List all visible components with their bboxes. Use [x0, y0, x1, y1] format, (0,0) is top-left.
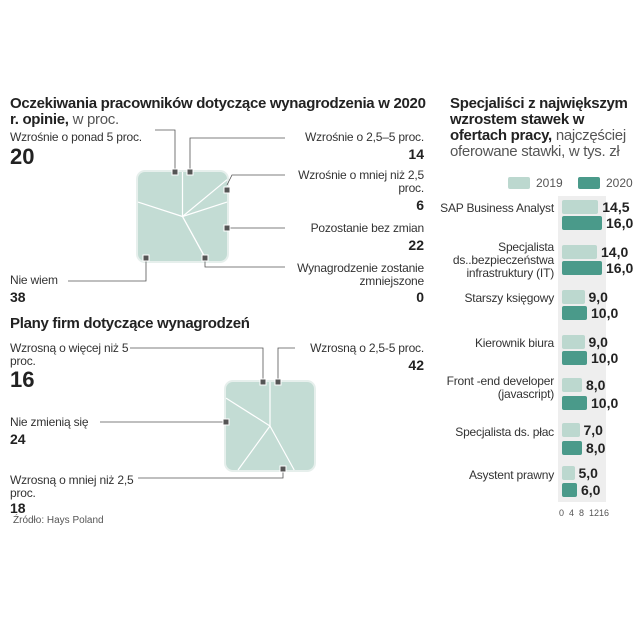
bar-value-label: 6,0 — [581, 482, 601, 498]
legend-swatch-2020 — [578, 177, 600, 189]
pie-divider-line — [182, 201, 228, 218]
pie-divider-line — [237, 425, 271, 471]
bar-value-label: 9,0 — [588, 334, 608, 350]
leader-marker — [171, 168, 179, 176]
value-fmniej2-5: 18 — [10, 500, 26, 516]
bar-2019 — [562, 378, 582, 392]
pie-divider-line — [225, 397, 271, 427]
source-note: Źródło: Hays Poland — [13, 515, 104, 526]
leader-marker — [222, 418, 230, 426]
value-nie-zmienia: 24 — [10, 431, 26, 447]
bar-value-label: 8,0 — [586, 377, 606, 393]
category-label: Front -end developer (javascript) — [446, 373, 555, 401]
legend-label-2019: 2019 — [536, 176, 563, 190]
label-wiecej5: Wzrosną o więcej niż 5 proc. — [10, 341, 129, 368]
chart2-title: Plany firm dotyczące wynagrodzeń — [10, 315, 250, 332]
leader-line — [277, 347, 295, 381]
bar-value-label: 10,0 — [591, 305, 619, 321]
label-nie-wiem: Nie wiem — [10, 273, 58, 287]
bar-value-label: 16,0 — [606, 260, 634, 276]
bar-value-label: 14,5 — [602, 199, 630, 215]
legend-swatch-2019 — [508, 177, 530, 189]
bar-2019 — [562, 466, 575, 480]
leader-marker — [223, 224, 231, 232]
category-label: Starszy księgowy — [464, 291, 555, 305]
bar-2019 — [562, 423, 580, 437]
leader-marker — [279, 465, 287, 473]
label-2-5-5: Wzrośnie o 2,5–5 proc. — [305, 130, 424, 144]
x-tick-label: 8 — [579, 508, 585, 518]
bar-value-label: 10,0 — [591, 395, 619, 411]
leader-line — [155, 129, 176, 170]
bar-2019 — [562, 245, 597, 259]
bar-value-label: 16,0 — [606, 215, 634, 231]
x-tick-label: 12 — [589, 508, 600, 518]
bar-2019 — [562, 335, 585, 349]
leader-marker — [223, 186, 231, 194]
category-label: Kierownik biura — [474, 336, 554, 350]
label-f2-5-5: Wzrosną o 2,5-5 proc. — [310, 341, 424, 355]
leader-marker — [201, 254, 209, 262]
pie-divider-line — [181, 216, 208, 262]
bar-2019 — [562, 200, 599, 214]
bar-2019 — [562, 290, 585, 304]
bar-2020 — [562, 396, 587, 410]
bar-value-label: 14,0 — [601, 244, 629, 260]
leader-line — [226, 174, 285, 186]
bar-2020 — [562, 216, 602, 230]
bar-2020 — [562, 483, 577, 497]
label-mniej2-5: Wzrośnie o mniej niż 2,5 proc. — [298, 168, 424, 195]
value-wiecej5: 16 — [10, 367, 35, 392]
leader-marker — [274, 378, 282, 386]
leader-marker — [186, 168, 194, 176]
pie-divider-line — [182, 179, 228, 217]
value-2-5-5: 14 — [408, 146, 424, 162]
leader-marker — [142, 254, 150, 262]
bar-value-label: 5,0 — [578, 465, 598, 481]
category-label: SAP Business Analyst — [440, 201, 554, 215]
leader-marker — [259, 378, 267, 386]
category-label: Asystent prawny — [468, 467, 554, 482]
label-bez-zmian: Pozostanie bez zmian — [310, 221, 425, 235]
x-tick-label: 4 — [569, 508, 575, 518]
value-mniej2-5: 6 — [416, 197, 424, 213]
pie-divider-line — [269, 425, 295, 471]
leader-line — [130, 347, 264, 381]
chart1-title: Oczekiwania pracowników dotyczące wynagr… — [10, 95, 426, 128]
x-tick-label: 0 — [559, 508, 565, 518]
bar-value-label: 10,0 — [591, 350, 619, 366]
category-label: Specjalista ds..bezpieczeństwa infrastru… — [452, 239, 554, 280]
bar-2020 — [562, 351, 587, 365]
label-ponad5: Wzrośnie o ponad 5 proc. — [10, 130, 142, 144]
value-ponad5: 20 — [10, 144, 35, 169]
label-nie-zmienia: Nie zmienią się — [10, 415, 89, 429]
leader-line — [68, 258, 147, 282]
category-label: Specjalista ds. płac — [455, 425, 554, 439]
bar-2020 — [562, 261, 602, 275]
value-bez-zmian: 22 — [408, 237, 424, 253]
x-tick-label: 16 — [599, 508, 610, 518]
bar-value-label: 9,0 — [588, 289, 608, 305]
label-fmniej2-5: Wzrosną o mniej niż 2,5 proc. — [10, 473, 134, 500]
legend-label-2020: 2020 — [606, 176, 633, 190]
value-nie-wiem: 38 — [10, 289, 26, 305]
bar-2020 — [562, 441, 582, 455]
value-zmniejszone: 0 — [416, 289, 424, 305]
leader-line — [189, 137, 285, 170]
value-f2-5-5: 42 — [408, 357, 424, 373]
chart3-title: Specjaliści z największym wzrostem stawe… — [450, 95, 628, 160]
label-zmniejszone: Wynagrodzenie zostanie zmniejszone — [297, 261, 424, 288]
bar-2020 — [562, 306, 587, 320]
bar-value-label: 8,0 — [586, 440, 606, 456]
pie-divider-line — [137, 201, 183, 218]
bar-value-label: 7,0 — [583, 422, 603, 438]
